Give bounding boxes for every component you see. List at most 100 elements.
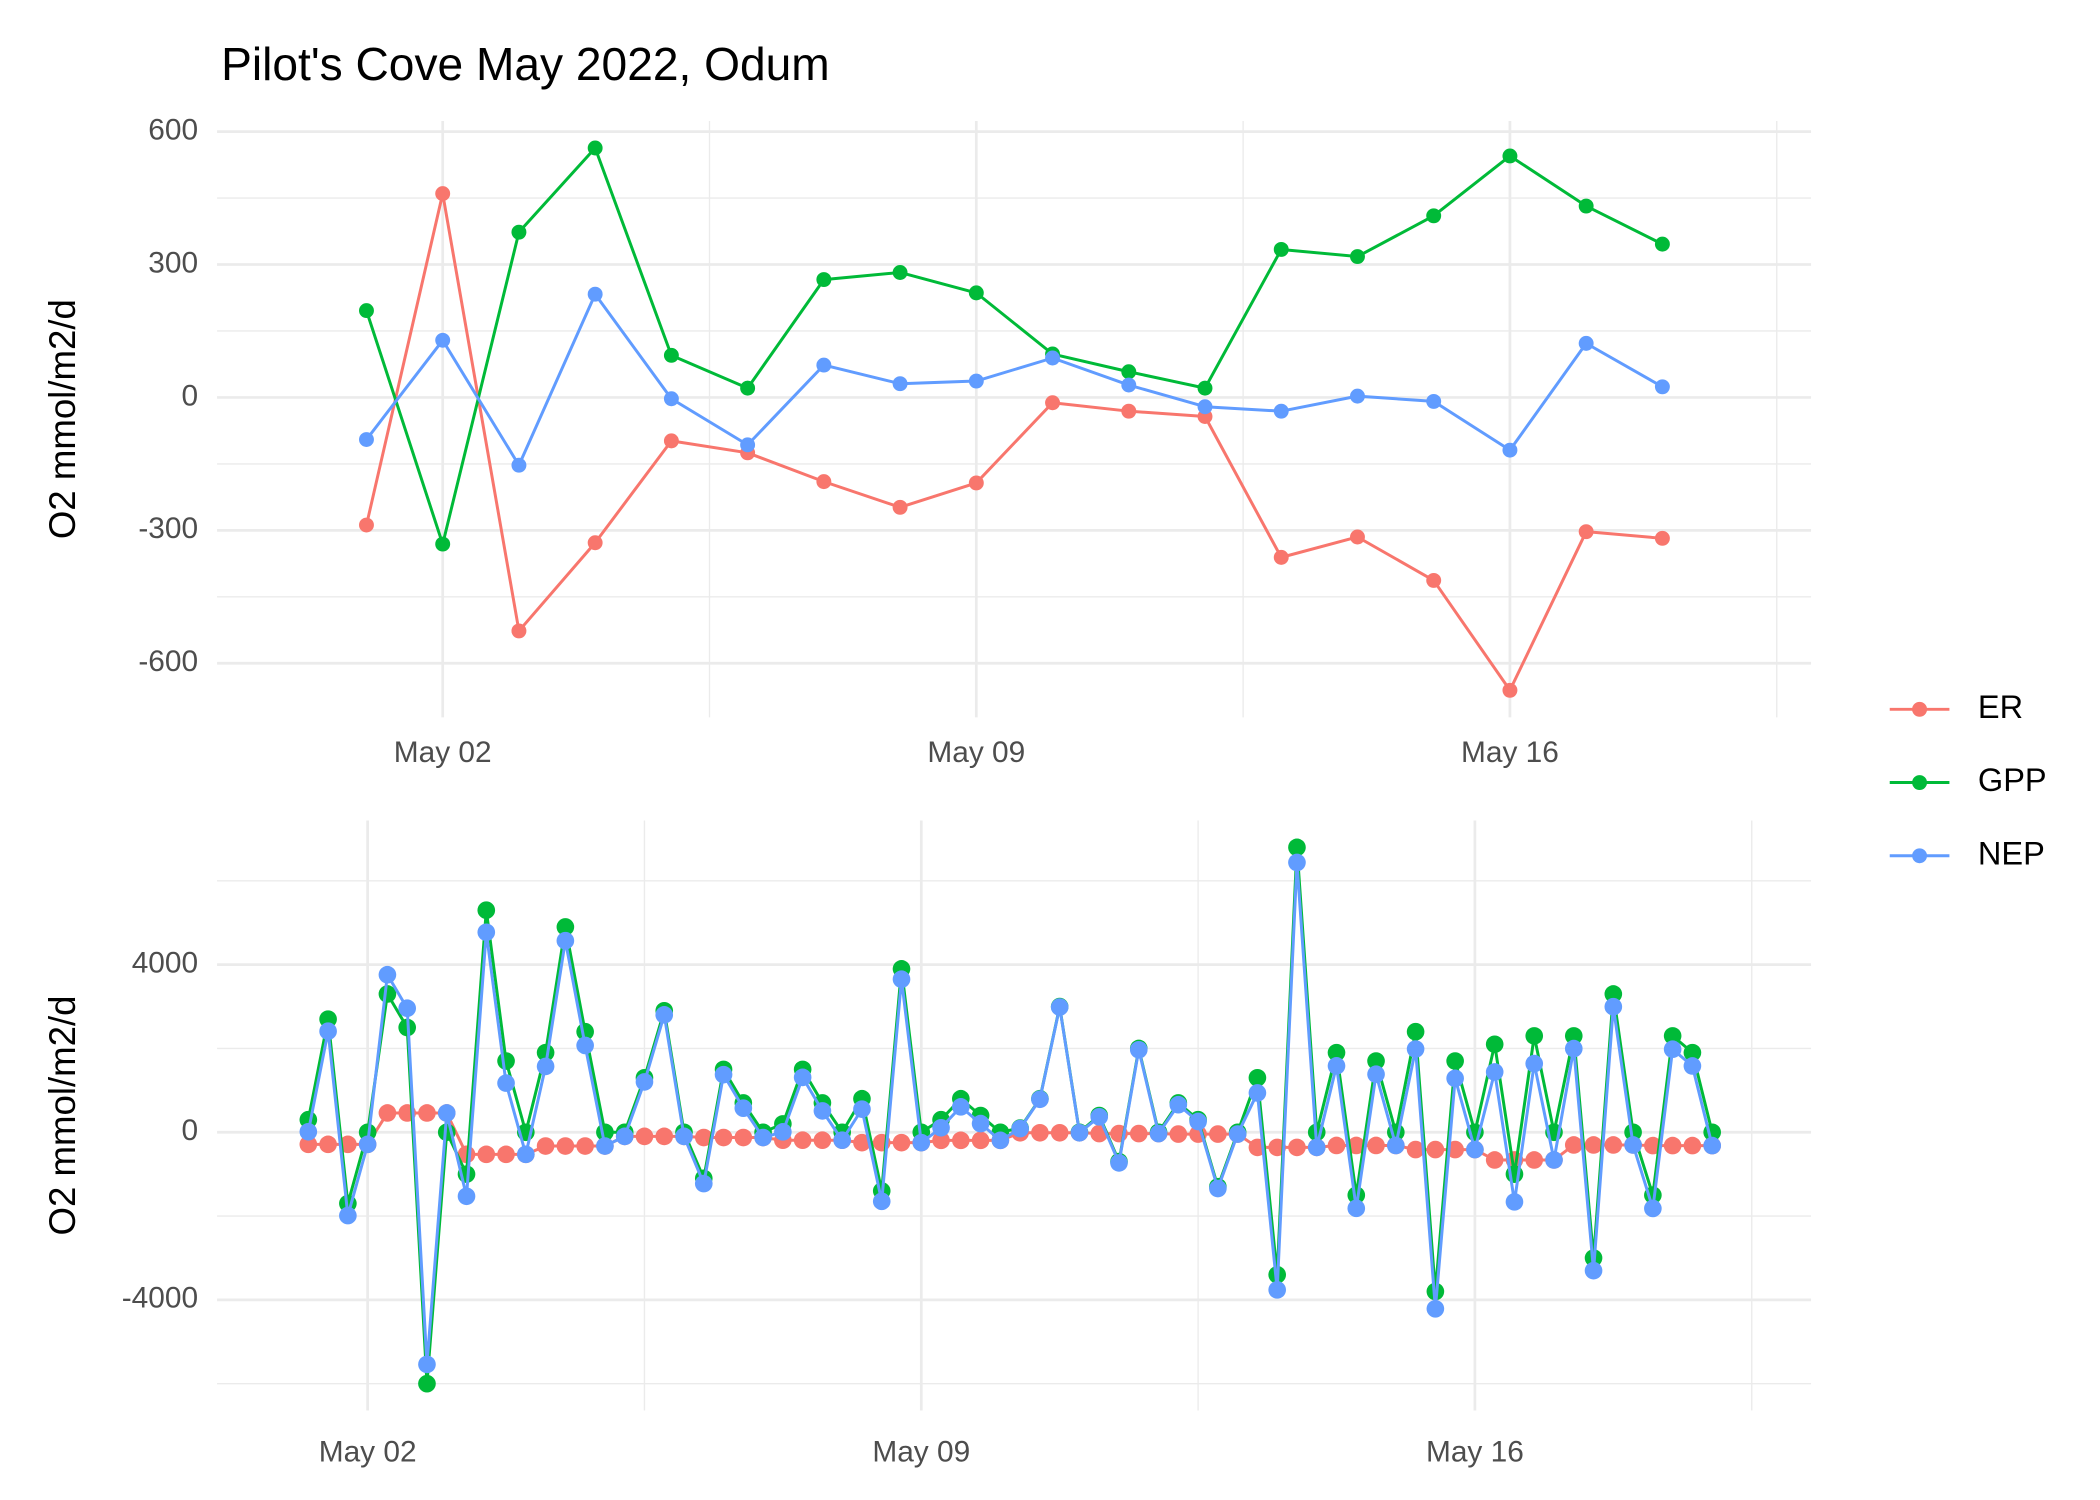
data-point [1505, 1193, 1524, 1211]
data-point [477, 1145, 496, 1164]
data-point [457, 1187, 476, 1206]
data-point [477, 901, 496, 920]
data-point [1426, 393, 1442, 409]
data-point [437, 1104, 456, 1122]
data-point [1525, 1054, 1544, 1073]
data-point [655, 1006, 674, 1024]
data-point [1347, 1136, 1366, 1155]
data-point [1502, 148, 1518, 164]
data-point [497, 1074, 515, 1092]
data-point [1121, 403, 1137, 419]
y-tick-label: 0 [181, 1114, 198, 1147]
data-point [892, 1133, 911, 1152]
data-point [319, 1135, 337, 1154]
data-point [1644, 1199, 1662, 1218]
data-point [1011, 1119, 1029, 1138]
data-point [1209, 1125, 1227, 1143]
data-point [435, 332, 451, 348]
data-point [1387, 1136, 1405, 1155]
data-point [517, 1145, 535, 1164]
data-point [816, 272, 832, 288]
data-point [816, 474, 832, 490]
series-line [306, 860, 1714, 1366]
data-point [813, 1131, 832, 1150]
data-point [1525, 1151, 1544, 1169]
data-point [1197, 380, 1213, 396]
data-point [1703, 1136, 1722, 1155]
data-point [774, 1123, 792, 1141]
y-axis-label: O2 mmol/m2/d [42, 995, 83, 1235]
data-point [1288, 838, 1306, 857]
data-point [952, 1098, 970, 1116]
data-point [299, 1135, 318, 1154]
data-point [418, 1355, 436, 1374]
data-point [1129, 1040, 1148, 1059]
data-point [615, 1127, 634, 1146]
data-point [1446, 1052, 1464, 1070]
data-point [663, 391, 679, 407]
data-point [1273, 403, 1289, 419]
data-point [1564, 1039, 1583, 1058]
data-point [1031, 1090, 1049, 1109]
data-point [418, 1374, 436, 1393]
data-point [968, 285, 984, 301]
y-tick-label: -600 [138, 645, 198, 678]
data-point [1502, 442, 1518, 458]
data-point [1654, 379, 1670, 395]
data-point [714, 1065, 733, 1084]
data-point [497, 1145, 515, 1164]
data-point [1169, 1095, 1188, 1114]
data-point [853, 1100, 871, 1118]
data-point [556, 931, 575, 950]
series-line [365, 146, 1664, 546]
data-point [1426, 1299, 1445, 1318]
x-tick-label: May 09 [872, 1436, 970, 1469]
data-point [1604, 997, 1623, 1016]
data-point [971, 1114, 990, 1133]
data-point [477, 923, 496, 942]
data-point [1426, 1140, 1445, 1159]
data-point [339, 1206, 357, 1225]
data-point [1350, 388, 1365, 404]
data-point [1209, 1179, 1227, 1198]
data-point [1110, 1154, 1128, 1172]
data-point [663, 433, 679, 449]
data-point [740, 380, 756, 396]
legend-marker [1912, 775, 1928, 791]
data-point [1466, 1140, 1484, 1159]
data-point [872, 1192, 891, 1211]
data-point [1350, 529, 1365, 545]
data-point [1129, 1124, 1148, 1143]
data-point [1327, 1057, 1346, 1075]
data-point [536, 1137, 555, 1155]
data-point [1578, 335, 1594, 351]
data-point [1045, 395, 1061, 411]
data-point [1248, 1084, 1267, 1102]
data-point [1564, 1136, 1583, 1154]
data-point [398, 999, 417, 1018]
data-point [1288, 1138, 1306, 1157]
data-point [1367, 1052, 1385, 1070]
data-point [1584, 1261, 1603, 1280]
data-point [1485, 1151, 1504, 1169]
data-point [359, 432, 374, 447]
data-point [1045, 350, 1061, 366]
data-point [1197, 399, 1213, 415]
data-point [1446, 1069, 1464, 1088]
data-point [968, 475, 984, 491]
data-point [1228, 1125, 1247, 1143]
data-point [1624, 1136, 1642, 1154]
data-point [1367, 1136, 1385, 1155]
data-point [1578, 198, 1594, 214]
data-point [1327, 1136, 1346, 1155]
data-point [1406, 1022, 1425, 1041]
data-point [968, 373, 984, 389]
data-point [536, 1043, 555, 1062]
data-point [435, 536, 451, 552]
data-point [833, 1131, 852, 1150]
data-point [1683, 1057, 1702, 1075]
data-point [1347, 1186, 1366, 1204]
data-point [587, 140, 603, 156]
data-point [1578, 524, 1594, 540]
